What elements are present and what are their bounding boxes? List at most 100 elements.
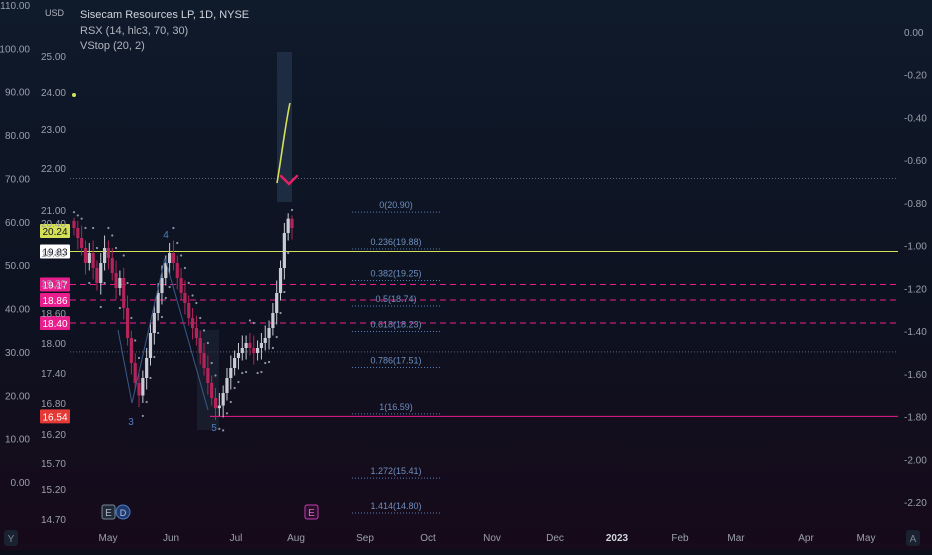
price-axis-tick-12: 22.00 [41, 164, 66, 175]
candle-body-1 [76, 228, 80, 238]
time-axis-label-4: Sep [356, 533, 374, 544]
candle-body-3 [83, 248, 88, 263]
candle-body-39 [221, 393, 225, 406]
candle-body-45 [244, 343, 248, 348]
vstop-dot-19 [145, 400, 148, 404]
fib-label-1: 0.236(19.88) [370, 237, 421, 247]
candle-body-25 [168, 253, 172, 263]
candle-body-10 [110, 258, 114, 273]
vstop-dot-23 [160, 315, 164, 319]
earnings-badge[interactable]: E [101, 504, 116, 520]
right-axis-tick-4: -0.80 [904, 199, 927, 210]
dividend-badge-label: D [120, 508, 127, 518]
vstop-dot-33 [199, 316, 202, 320]
vstop-dot-1 [76, 214, 79, 217]
left-axis-tick-7: 70.00 [5, 174, 30, 185]
price-axis-tick-13: 23.00 [41, 125, 66, 136]
vstop-dot-29 [183, 266, 187, 270]
candle-body-29 [183, 293, 187, 303]
vstop-dot-4 [88, 281, 91, 285]
vstop-dot-3 [84, 226, 87, 230]
vstop-dot-32 [195, 301, 198, 305]
left-axis-tick-10: 100.00 [0, 44, 30, 55]
dividend-badge[interactable]: D [115, 504, 131, 520]
price-axis-tick-0: 14.70 [41, 515, 66, 526]
upcoming-earnings-badge[interactable]: E [304, 504, 319, 520]
vstop-dot-5 [92, 226, 95, 230]
candle-body-53 [275, 293, 279, 313]
auto-scale-button[interactable]: A [906, 530, 920, 546]
vstop-dot-43 [237, 380, 240, 384]
vstop-dot-25 [168, 285, 171, 289]
price-axis-tick-1: 15.20 [41, 485, 66, 496]
price-axis-tick-15: 25.00 [41, 52, 66, 63]
right-axis-tick-1: -0.20 [904, 71, 927, 82]
vstop-dot-51 [267, 360, 271, 364]
price-label-bg-3 [40, 293, 70, 307]
candle-body-43 [236, 353, 241, 358]
vstop-dot-10 [111, 234, 114, 237]
candle-body-51 [267, 328, 271, 338]
vstop-dot-38 [218, 427, 221, 430]
candle-body-16 [133, 363, 137, 383]
earnings-badge-label: E [105, 508, 112, 519]
right-axis-tick-3: -0.60 [904, 156, 927, 167]
price-label-0: 20.24 [42, 227, 67, 238]
price-label-bg-5 [40, 409, 70, 424]
vstop-dot-37 [214, 374, 217, 377]
price-label-3: 18.86 [42, 296, 67, 307]
candle-body-5 [91, 253, 95, 268]
upcoming-earnings-badge-label: E [308, 508, 315, 519]
sell-signal-icon [279, 174, 299, 186]
candle-body-8 [102, 248, 107, 263]
candle-body-12 [118, 278, 122, 288]
vstop-dot-18 [141, 414, 144, 418]
price-axis-tick-5: 17.40 [41, 369, 66, 380]
timezone-corner-button[interactable]: Y [4, 530, 18, 546]
corner-right-label: A [910, 534, 917, 545]
legend-vstop[interactable]: VStop (20, 2) [80, 40, 145, 52]
candle-body-28 [179, 278, 183, 293]
time-axis-label-6: Nov [483, 533, 501, 544]
price-label-1: 19.83 [42, 248, 67, 259]
candle-body-2 [80, 238, 84, 248]
price-label-4: 18.40 [42, 319, 67, 330]
vstop-dot-13 [122, 254, 125, 257]
candle-body-33 [198, 338, 202, 353]
axes-layer: 0.0010.0020.0030.0040.0050.0060.0070.008… [0, 1, 927, 544]
wave-label-2: 5 [211, 423, 217, 434]
price-axis-tick-8: 19.20 [41, 279, 66, 290]
vstop-dot-31 [191, 294, 194, 297]
left-axis-tick-1: 10.00 [5, 435, 30, 446]
candle-body-24 [164, 263, 168, 278]
legend-rsx[interactable]: RSX (14, hlc3, 70, 30) [80, 25, 188, 37]
legend-symbol[interactable]: Sisecam Resources LP, 1D, NYSE [80, 9, 249, 21]
vstop-dot-11 [114, 246, 118, 250]
price-label-bg-0 [40, 224, 70, 238]
currency-label: USD [45, 8, 65, 18]
candle-body-46 [248, 343, 252, 348]
candle-body-22 [156, 293, 160, 313]
candles-layer [72, 208, 294, 432]
price-axis-tick-6: 18.00 [41, 339, 66, 350]
vstop-dot-53 [275, 335, 278, 339]
candle-body-55 [282, 233, 286, 268]
wave-label-1: 4 [163, 230, 169, 241]
left-axis-tick-0: 0.00 [11, 478, 31, 489]
right-axis-tick-8: -1.60 [904, 370, 927, 381]
vstop-dot-55 [283, 290, 286, 294]
price-axis-tick-2: 15.70 [41, 459, 66, 470]
fib-label-8: 1.414(14.80) [370, 501, 421, 511]
time-axis-label-12: May [857, 533, 876, 544]
time-axis-label-10: Mar [727, 533, 745, 544]
candle-body-31 [190, 318, 195, 328]
time-axis-label-1: Jun [163, 533, 179, 544]
fib-label-5: 0.786(17.51) [370, 356, 421, 366]
fib-layer: 0(20.90) 0.236(19.88) 0.382(19.25) 0.5(18.7… [352, 200, 440, 514]
vstop-dot-14 [126, 281, 129, 285]
candle-body-17 [137, 383, 141, 396]
candle-body-54 [278, 268, 283, 293]
